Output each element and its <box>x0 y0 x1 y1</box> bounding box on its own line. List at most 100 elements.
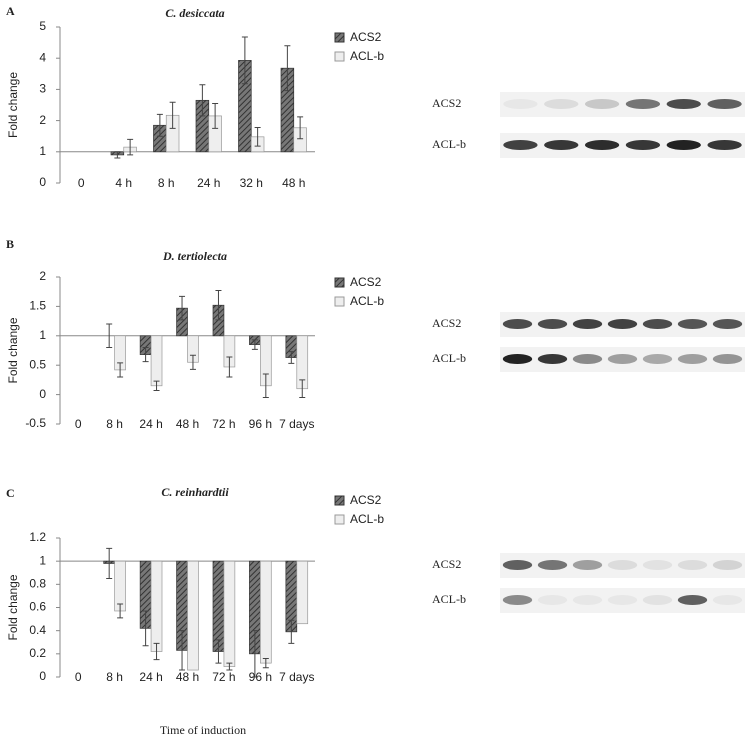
legend-label: ACS2 <box>350 493 382 507</box>
blot-strip <box>500 133 745 158</box>
blot-band <box>502 319 533 329</box>
y-tick-label: 2 <box>39 113 46 127</box>
x-tick-label: 0 <box>75 670 82 684</box>
blot-band <box>607 595 638 605</box>
bar <box>150 335 163 387</box>
blot-label: ACS2 <box>432 316 461 330</box>
blot-label: ACS2 <box>432 557 461 571</box>
x-tick-label: 7 days <box>279 670 314 684</box>
blot-band <box>502 560 533 570</box>
chart-title: C. reinhardtii <box>161 485 229 499</box>
error-bar <box>226 662 233 671</box>
blot-band <box>642 354 673 364</box>
blot-band <box>666 140 701 150</box>
chart-panel: C C. reinhardtii Fold change Time of induct… <box>6 485 745 737</box>
blot-band <box>572 560 603 570</box>
error-bar <box>106 323 113 349</box>
legend-label: ACL-b <box>350 294 384 308</box>
error-bar <box>262 657 269 669</box>
x-tick-label: 72 h <box>212 670 235 684</box>
blot-band <box>607 560 638 570</box>
legend-swatch <box>334 514 345 525</box>
legend-swatch <box>334 51 345 62</box>
x-tick-label: 8 h <box>158 176 175 190</box>
legend-swatch <box>334 296 345 307</box>
x-tick-label: 48 h <box>282 176 305 190</box>
blot-band <box>642 319 673 329</box>
blot-band <box>707 140 742 150</box>
blot-band <box>537 319 568 329</box>
legend-swatch <box>334 32 345 43</box>
x-tick-label: 32 h <box>240 176 263 190</box>
legend-swatch <box>334 277 345 288</box>
error-bar <box>288 351 295 364</box>
error-bar <box>127 138 134 156</box>
y-tick-label: 0 <box>39 175 46 189</box>
x-tick-label: 8 h <box>106 670 123 684</box>
blot-band <box>537 560 568 570</box>
blot-band <box>677 560 708 570</box>
blot-band <box>625 99 661 109</box>
x-axis-label: Time of induction <box>160 723 246 737</box>
bar <box>296 560 309 625</box>
legend-label: ACS2 <box>350 275 382 289</box>
y-tick-label: 1.5 <box>29 299 46 313</box>
y-tick-label: 0.2 <box>29 646 46 660</box>
blot-strip <box>500 92 745 117</box>
y-tick-label: 0.6 <box>29 600 46 614</box>
error-bar <box>117 362 124 378</box>
bar <box>260 560 272 664</box>
bar <box>212 560 225 652</box>
x-tick-label: 48 h <box>176 670 199 684</box>
error-bar <box>212 102 219 129</box>
error-bar <box>153 642 160 661</box>
error-bar <box>288 619 295 644</box>
blot-band <box>537 354 568 364</box>
bar <box>150 560 163 652</box>
blot-band <box>572 595 603 605</box>
blot-band <box>503 99 538 109</box>
error-bar <box>179 630 186 671</box>
error-bar <box>142 347 149 363</box>
error-bar <box>299 379 306 399</box>
blot-band <box>544 140 579 150</box>
blot-band <box>607 319 638 329</box>
error-bar <box>189 354 196 370</box>
blot-band <box>712 560 743 570</box>
x-tick-label: 0 <box>75 417 82 431</box>
y-tick-label: 1.2 <box>29 530 46 544</box>
blot-band <box>642 595 673 605</box>
error-bar <box>169 101 176 129</box>
y-tick-label: 4 <box>39 50 46 64</box>
blot-band <box>503 140 538 150</box>
panel-letter: A <box>6 4 15 18</box>
blot-band <box>584 140 620 150</box>
legend-label: ACL-b <box>350 512 384 526</box>
y-tick-label: 1 <box>39 553 46 567</box>
blot-band <box>677 595 708 605</box>
x-tick-label: 72 h <box>212 417 235 431</box>
x-tick-label: 4 h <box>115 176 132 190</box>
bar <box>114 560 126 612</box>
error-bar <box>179 295 186 321</box>
blot-band <box>707 99 742 109</box>
y-tick-label: 5 <box>39 19 46 33</box>
error-bar <box>156 113 163 137</box>
error-bar <box>215 639 222 664</box>
blot-band <box>607 354 638 364</box>
error-bar <box>251 630 258 678</box>
y-tick-label: 0.5 <box>29 357 46 371</box>
y-tick-label: 1 <box>39 328 46 342</box>
error-bar <box>114 151 121 159</box>
blot-band <box>572 354 603 364</box>
x-tick-label: 8 h <box>106 417 123 431</box>
y-axis-label: Fold change <box>6 574 20 640</box>
blot-band <box>537 595 568 605</box>
x-tick-label: 48 h <box>176 417 199 431</box>
chart-panel: A C. desiccata Fold change 0 1 2 3 4 5 0 4 h 8 h 24 … <box>6 4 745 190</box>
legend-label: ACS2 <box>350 30 382 44</box>
blot-band <box>572 319 603 329</box>
y-tick-label: 0.4 <box>29 623 46 637</box>
blot-band <box>544 99 579 109</box>
